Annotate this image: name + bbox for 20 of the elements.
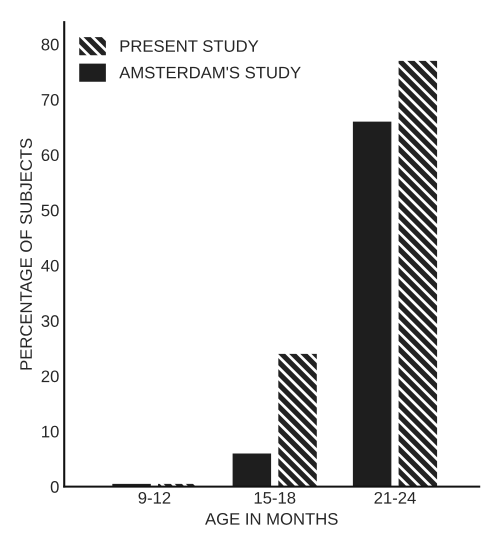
bar bbox=[278, 354, 317, 487]
bar bbox=[352, 122, 392, 487]
y-tick-label: 50 bbox=[41, 204, 59, 216]
bar bbox=[398, 60, 438, 487]
x-axis-title: AGE IN MONTHS bbox=[205, 513, 338, 525]
y-axis-title: PERCENTAGE OF SUBJECTS bbox=[20, 138, 32, 370]
bar bbox=[232, 453, 272, 487]
x-tick-label: 9-12 bbox=[138, 492, 170, 504]
y-tick-label: 70 bbox=[42, 94, 59, 106]
y-tick-label: 60 bbox=[42, 149, 59, 162]
y-tick-label: 80 bbox=[42, 38, 59, 50]
y-tick-label: 40 bbox=[41, 260, 59, 272]
x-tick-label: 21-24 bbox=[374, 492, 416, 504]
x-tick-label: 15-18 bbox=[254, 492, 296, 504]
y-tick-label: 30 bbox=[41, 315, 59, 327]
y-tick-label: 20 bbox=[42, 370, 59, 382]
legend-label: PRESENT STUDY bbox=[120, 40, 258, 52]
legend-label: AMSTERDAM'S STUDY bbox=[119, 66, 301, 78]
y-tick-label: 10 bbox=[42, 426, 59, 438]
y-tick-label: 0 bbox=[50, 481, 59, 493]
